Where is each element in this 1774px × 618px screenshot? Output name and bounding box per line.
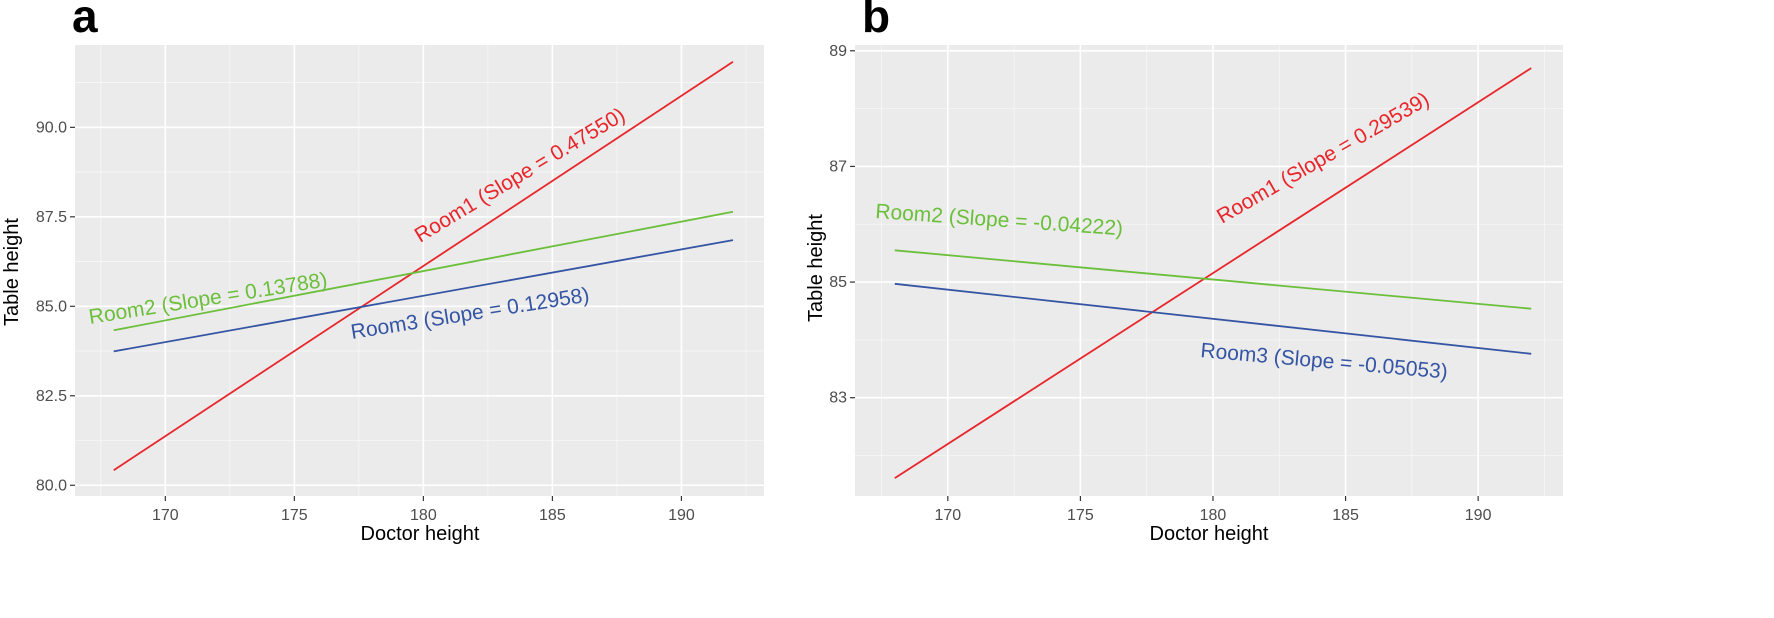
panel-a-y-tick-label-2: 85.0 (36, 298, 67, 315)
panel-a-grid (75, 45, 764, 496)
panel-a-line-room1 (113, 61, 734, 471)
panel-a-x-tick-label-4: 190 (668, 507, 695, 524)
panel-b-x-axis-title: Doctor height (1150, 523, 1269, 545)
panel-b-line-room3 (894, 282, 1532, 355)
panel-b-letter: b (862, 0, 890, 42)
panel-a-line-room3 (113, 239, 734, 353)
panel-a-x-axis-title: Doctor height (361, 523, 480, 545)
panel-b-grid (855, 45, 1563, 496)
panel-a-x-tick-label-2: 180 (410, 507, 437, 524)
panel-b-x-tick-label-1: 175 (1067, 507, 1094, 524)
panel-a-line-room2 (113, 210, 734, 332)
panel-b-x-tick-label-3: 185 (1332, 507, 1359, 524)
panel-a-y-axis-title: Table height (1, 218, 23, 326)
panel-a-x-tick-label-0: 170 (152, 507, 179, 524)
panel-b-x-tick-label-2: 180 (1200, 507, 1227, 524)
panel-b-y-axis-title: Table height (805, 214, 827, 322)
panel-b-plot-area (855, 45, 1563, 496)
panel-b-y-tick-label-3: 89 (829, 43, 847, 60)
panel-a-x-tick-label-1: 175 (281, 507, 308, 524)
panel-a-letter: a (72, 0, 98, 42)
panel-b-x-tick-label-4: 190 (1465, 507, 1492, 524)
panel-b-y-tick-label-0: 83 (829, 390, 847, 407)
panel-b-x-tick-label-0: 170 (934, 507, 961, 524)
panel-a-y-tick-label-0: 80.0 (36, 477, 67, 494)
panel-a-ticks: 170 175 180 185 190 80.0 82.5 85.0 87.5 90.0 (36, 119, 695, 524)
panel-a-x-tick-label-3: 185 (539, 507, 566, 524)
panel-a: a 170 175 180 185 190 80.0 82.5 85.0 87.5 90.0 Do… (1, 0, 764, 545)
panel-a-y-tick-label-3: 87.5 (36, 209, 67, 226)
panel-b-line-room1 (894, 67, 1532, 479)
panel-a-y-tick-label-1: 82.5 (36, 388, 67, 405)
panel-b-lines (894, 67, 1532, 479)
panel-a-lines (113, 61, 734, 471)
panel-a-y-tick-label-4: 90.0 (36, 119, 67, 136)
panel-b-line-room2 (894, 249, 1532, 310)
panel-b-ticks: 170 175 180 185 190 83 85 87 89 (829, 43, 1491, 524)
panel-b-y-tick-label-1: 85 (829, 274, 847, 291)
panel-b-y-tick-label-2: 87 (829, 158, 847, 175)
